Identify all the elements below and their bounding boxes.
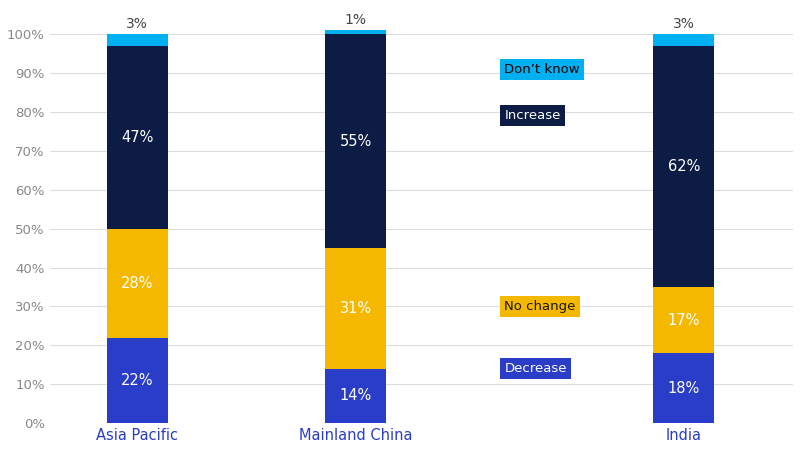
Bar xyxy=(325,248,386,369)
Bar xyxy=(106,46,168,229)
Text: No change: No change xyxy=(505,300,576,313)
Text: Increase: Increase xyxy=(505,109,561,122)
Bar xyxy=(653,287,714,353)
Text: 22%: 22% xyxy=(121,373,154,388)
Text: 28%: 28% xyxy=(121,276,154,291)
Text: Decrease: Decrease xyxy=(505,362,567,375)
Text: 31%: 31% xyxy=(340,301,372,316)
Text: 17%: 17% xyxy=(667,313,700,328)
Text: 14%: 14% xyxy=(340,388,372,404)
Text: 47%: 47% xyxy=(121,130,154,145)
Bar xyxy=(325,34,386,248)
Bar xyxy=(653,353,714,423)
Text: 3%: 3% xyxy=(673,17,694,31)
Text: 3%: 3% xyxy=(126,17,148,31)
Text: 55%: 55% xyxy=(340,134,372,149)
Bar xyxy=(106,34,168,46)
Bar xyxy=(325,369,386,423)
Bar xyxy=(653,34,714,46)
Bar xyxy=(106,229,168,338)
Bar xyxy=(325,30,386,34)
Bar xyxy=(653,46,714,287)
Bar xyxy=(106,338,168,423)
Text: 1%: 1% xyxy=(345,13,366,27)
Text: 18%: 18% xyxy=(668,381,700,396)
Text: 62%: 62% xyxy=(667,159,700,174)
Text: Don’t know: Don’t know xyxy=(505,63,580,76)
